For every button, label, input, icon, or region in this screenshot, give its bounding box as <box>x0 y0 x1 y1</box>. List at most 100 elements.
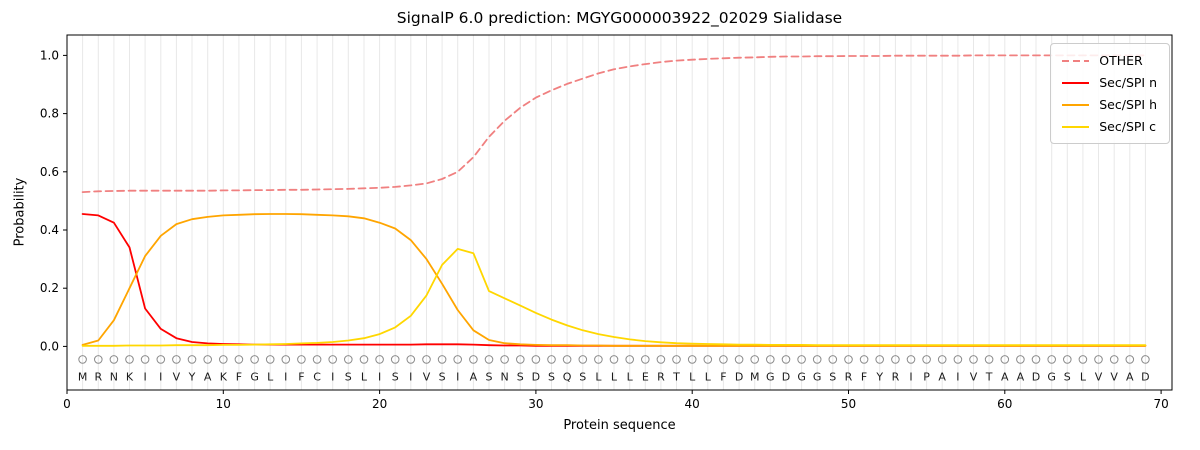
sequence-letter: R <box>845 371 853 384</box>
position-marker <box>797 355 806 364</box>
sequence-letter: G <box>1047 371 1056 384</box>
position-marker <box>844 355 853 364</box>
legend: OTHER Sec/SPI n Sec/SPI h Sec/SPI c <box>1050 43 1170 144</box>
position-marker <box>328 355 338 364</box>
position-marker <box>1141 355 1150 364</box>
x-tick-label: 50 <box>841 397 856 411</box>
legend-label: Sec/SPI n <box>1099 75 1157 90</box>
position-marker <box>344 355 353 364</box>
sequence-letter: I <box>331 371 334 384</box>
sequence-letter: L <box>595 371 602 384</box>
sequence-letter: E <box>642 371 649 384</box>
sequence-letter: N <box>500 371 508 384</box>
position-marker <box>250 355 259 364</box>
position-marker <box>969 355 978 364</box>
sequence-letter: R <box>657 371 665 384</box>
position-marker <box>187 355 197 364</box>
x-tick-label: 40 <box>685 397 700 411</box>
sequence-letter: I <box>956 371 959 384</box>
sequence-letter: L <box>1080 371 1087 384</box>
legend-label: Sec/SPI c <box>1099 119 1156 134</box>
sequence-letter: L <box>611 371 618 384</box>
position-marker <box>140 355 150 364</box>
sequence-letter: T <box>985 371 993 384</box>
position-marker <box>484 355 494 364</box>
sequence-letter: S <box>548 371 555 384</box>
position-marker <box>1094 355 1103 364</box>
sequence-letter: F <box>236 371 242 384</box>
legend-item-sec-spi-n: Sec/SPI n <box>1062 75 1157 90</box>
position-marker <box>891 355 900 364</box>
sequence-letter: P <box>923 371 930 384</box>
sequence-letter: M <box>78 371 88 384</box>
position-marker <box>766 355 775 364</box>
position-marker <box>719 355 728 364</box>
position-marker <box>219 355 228 364</box>
position-marker <box>703 355 713 364</box>
chart-title: SignalP 6.0 prediction: MGYG000003922_02… <box>396 9 843 27</box>
sequence-letter: C <box>313 371 321 384</box>
sequence-letter: R <box>892 371 900 384</box>
sequence-letter: L <box>627 371 634 384</box>
sequence-letter: D <box>532 371 540 384</box>
sequence-letter: G <box>766 371 775 384</box>
sequence-letter: G <box>797 371 806 384</box>
sequence-letter: I <box>909 371 912 384</box>
x-axis-label: Protein sequence <box>563 418 676 433</box>
position-marker <box>406 355 416 364</box>
sequence-letter: N <box>110 371 118 384</box>
position-marker <box>1125 355 1135 364</box>
position-marker <box>156 355 166 364</box>
y-tick-label: 0.0 <box>40 339 59 353</box>
sequence-letter: S <box>1064 371 1071 384</box>
position-marker <box>281 355 291 364</box>
position-marker <box>390 355 400 364</box>
sequence-letter: I <box>378 371 381 384</box>
sequence-letter: L <box>705 371 712 384</box>
position-marker <box>516 355 525 364</box>
y-tick-label: 0.4 <box>40 223 59 237</box>
sequence-letter: I <box>159 371 162 384</box>
series-line-other <box>81 54 1147 194</box>
legend-label: OTHER <box>1099 53 1143 68</box>
sequence-letter: F <box>720 371 726 384</box>
position-marker <box>359 355 369 364</box>
position-marker <box>500 355 509 364</box>
position-marker <box>1063 355 1072 364</box>
x-tick-label: 30 <box>528 397 543 411</box>
sequence-letter: A <box>204 371 212 384</box>
x-tick-label: 10 <box>216 397 231 411</box>
sequence-letter: Q <box>563 371 572 384</box>
x-tick-label: 20 <box>372 397 387 411</box>
position-marker <box>609 355 619 364</box>
sequence-letter: S <box>829 371 836 384</box>
position-marker <box>375 355 384 364</box>
position-marker <box>906 355 916 364</box>
sequence-letter: V <box>970 371 978 384</box>
sequence-letter: F <box>861 371 867 384</box>
position-marker <box>1016 355 1025 364</box>
position-marker <box>672 355 681 364</box>
sequence-letter: G <box>813 371 822 384</box>
sequence-letter: S <box>392 371 399 384</box>
sequence-letter: V <box>173 371 181 384</box>
position-marker <box>562 355 572 364</box>
legend-item-sec-spi-h: Sec/SPI h <box>1062 97 1157 112</box>
position-marker <box>828 355 838 364</box>
position-marker <box>531 355 541 364</box>
sequence-letter: M <box>750 371 760 384</box>
position-marker <box>984 355 994 364</box>
position-marker <box>734 355 744 364</box>
position-marker <box>1000 355 1010 364</box>
position-marker <box>1078 355 1088 364</box>
position-marker <box>312 355 322 364</box>
position-marker <box>594 355 603 364</box>
sequence-letter: I <box>409 371 412 384</box>
position-marker <box>641 355 650 364</box>
legend-label: Sec/SPI h <box>1099 97 1157 112</box>
position-marker <box>687 355 697 364</box>
sequence-letter: Y <box>188 371 196 384</box>
position-marker <box>547 355 556 364</box>
sequence-letter: S <box>579 371 586 384</box>
